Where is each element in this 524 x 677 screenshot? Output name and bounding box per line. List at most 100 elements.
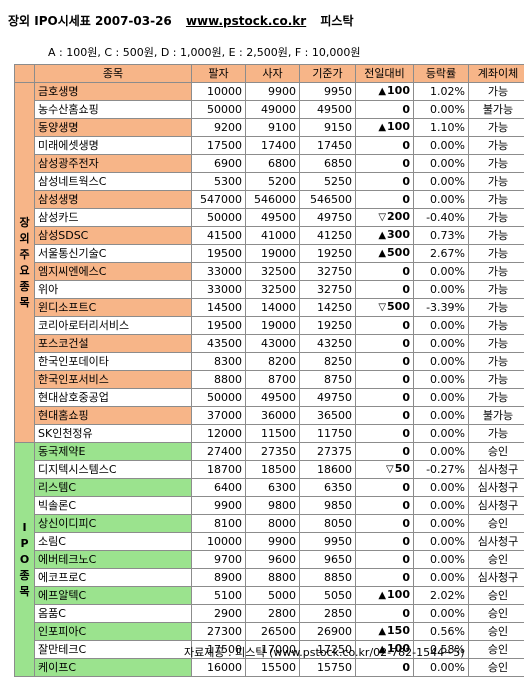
price-change-value: 0 [402,409,410,422]
account-transfer-status: 심사청구 [469,497,524,515]
price-change: 0 [356,155,414,173]
buy-price: 546000 [246,191,300,209]
stock-name: 케이프C [35,659,192,677]
sell-price: 27400 [192,443,246,461]
stock-name: 동국제약E [35,443,192,461]
account-transfer-status: 가능 [469,389,524,407]
price-change: 0 [356,335,414,353]
price-change-value: 0 [402,139,410,152]
change-rate: 0.00% [414,659,469,677]
sell-price: 8100 [192,515,246,533]
account-transfer-status: 승인 [469,623,524,641]
change-rate: 0.00% [414,155,469,173]
change-rate: -3.39% [414,299,469,317]
change-rate: 0.00% [414,173,469,191]
change-rate: 0.00% [414,425,469,443]
price-change: 0 [356,263,414,281]
base-price: 8250 [300,353,356,371]
site-url-link[interactable]: www.pstock.co.kr [186,14,306,28]
price-change-value: 0 [402,391,410,404]
price-change-value: 0 [402,607,410,620]
sell-price: 5300 [192,173,246,191]
sell-price: 43500 [192,335,246,353]
table-header-row: 종목 팔자 사자 기준가 전일대비 등락률 계좌이체 [15,65,524,83]
buy-price: 6800 [246,155,300,173]
price-change-value: 0 [402,661,410,674]
stock-name: SK인천정유 [35,425,192,443]
buy-price: 32500 [246,263,300,281]
account-transfer-status: 가능 [469,281,524,299]
account-transfer-status: 가능 [469,371,524,389]
change-rate: 2.02% [414,587,469,605]
sell-price: 5100 [192,587,246,605]
base-price: 43250 [300,335,356,353]
price-change: 0 [356,551,414,569]
base-price: 49500 [300,101,356,119]
buy-price: 8000 [246,515,300,533]
account-transfer-status: 승인 [469,659,524,677]
change-rate: 2.67% [414,245,469,263]
buy-price: 14000 [246,299,300,317]
price-change-value: 0 [402,283,410,296]
price-change-value: 0 [402,337,410,350]
price-change: 0 [356,497,414,515]
base-price: 49750 [300,389,356,407]
sell-price: 12000 [192,425,246,443]
buy-price: 27350 [246,443,300,461]
account-transfer-status: 심사청구 [469,461,524,479]
change-rate: 1.10% [414,119,469,137]
price-change: ▲100 [356,587,414,605]
buy-price: 43000 [246,335,300,353]
account-transfer-status: 승인 [469,641,524,659]
base-price: 14250 [300,299,356,317]
triangle-up-icon: ▲ [378,590,386,601]
buy-price: 32500 [246,281,300,299]
price-change-value: 0 [402,175,410,188]
change-rate: 0.00% [414,371,469,389]
buy-price: 8800 [246,569,300,587]
base-price: 9950 [300,83,356,101]
sell-price: 10000 [192,533,246,551]
base-price: 11750 [300,425,356,443]
price-change-value: 0 [402,373,410,386]
base-price: 546500 [300,191,356,209]
stock-name: 동양생명 [35,119,192,137]
change-rate: -0.27% [414,461,469,479]
change-rate: 0.00% [414,317,469,335]
price-change: 0 [356,191,414,209]
account-transfer-status: 승인 [469,515,524,533]
stock-name: 코리아로터리서비스 [35,317,192,335]
price-change-value: 500 [387,246,410,259]
triangle-up-icon: ▲ [378,86,386,97]
sell-price: 14500 [192,299,246,317]
price-change-value: 500 [387,300,410,313]
base-price: 8850 [300,569,356,587]
price-change-value: 0 [402,193,410,206]
sell-price: 6400 [192,479,246,497]
stock-name: 한국인포데이타 [35,353,192,371]
change-rate: 0.00% [414,479,469,497]
change-rate: 0.00% [414,551,469,569]
base-price: 27375 [300,443,356,461]
stock-name: 인포피아C [35,623,192,641]
base-price: 8050 [300,515,356,533]
base-price: 9850 [300,497,356,515]
unit-legend: A : 100원, C : 500원, D : 1,000원, E : 2,50… [48,44,360,60]
stock-name: 윈디소프트C [35,299,192,317]
account-transfer-status: 가능 [469,317,524,335]
sell-price: 27300 [192,623,246,641]
account-transfer-status: 가능 [469,353,524,371]
sell-price: 18700 [192,461,246,479]
